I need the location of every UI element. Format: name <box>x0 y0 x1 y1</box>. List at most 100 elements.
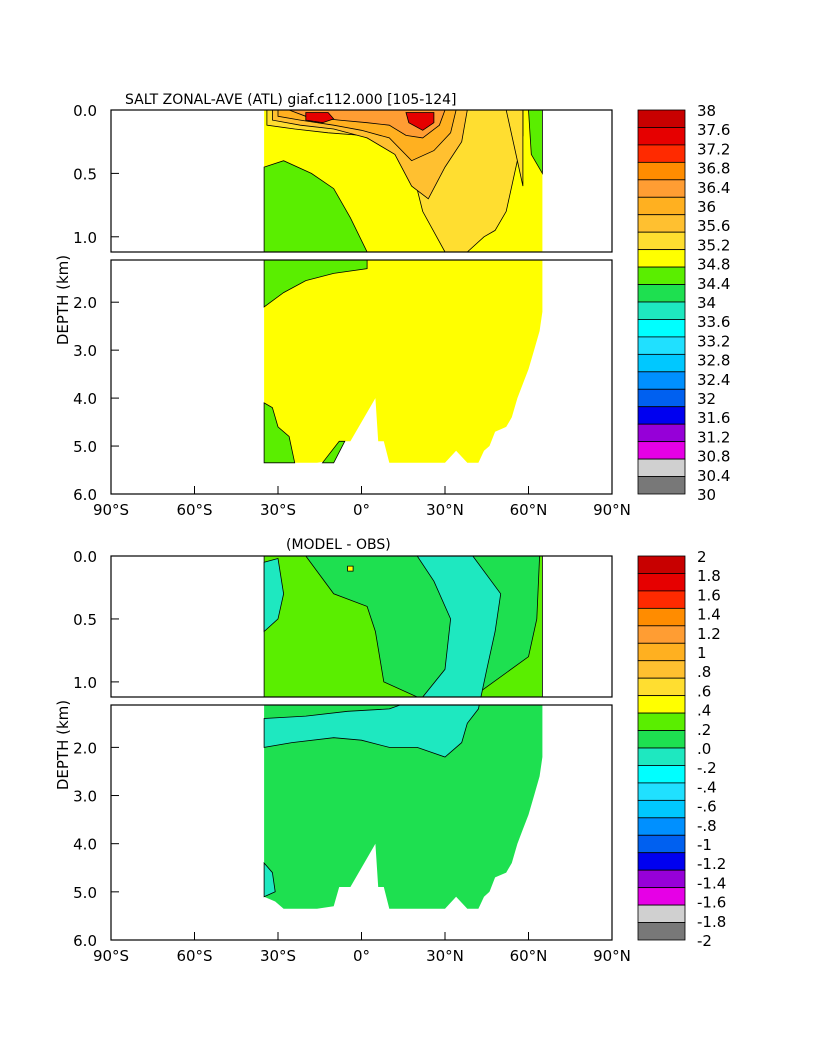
region-neg-tongue <box>263 556 502 758</box>
region-subpolar <box>528 110 543 175</box>
colorbar-swatch <box>637 625 686 644</box>
colorbar-swatch <box>637 887 686 906</box>
chart-panel-1: SALT ZONAL-AVE (ATL) giaf.c112.000 [105-… <box>54 92 730 519</box>
colorbar-swatch <box>637 712 686 731</box>
colorbar-label: 34.4 <box>697 275 730 293</box>
colorbar-swatch <box>637 834 686 854</box>
colorbar-swatch <box>637 161 686 181</box>
colorbar-label: 32.4 <box>697 371 730 389</box>
colorbar-swatch <box>637 765 686 784</box>
colorbar-label: 34 <box>697 294 716 312</box>
region-neg-sw <box>263 557 285 633</box>
colorbar-label: -2 <box>697 932 712 950</box>
colorbar-label: -.6 <box>697 798 717 816</box>
region-green-bottom-sw <box>263 402 296 464</box>
chart-title: SALT ZONAL-AVE (ATL) giaf.c112.000 [105-… <box>125 92 457 108</box>
region-max-north <box>405 112 435 131</box>
colorbar-label: .2 <box>697 721 711 739</box>
colorbar-label: 35.6 <box>697 217 730 235</box>
colorbar-label: -1 <box>697 836 712 854</box>
colorbar-swatch <box>637 231 686 251</box>
colorbar-swatch <box>637 922 686 941</box>
colorbar-swatch <box>637 388 686 408</box>
depth-break-band <box>110 697 613 705</box>
colorbar-swatch <box>637 371 686 390</box>
colorbar-swatch <box>637 249 686 268</box>
colorbar-label: 36.4 <box>697 179 730 197</box>
plot-frame-upper <box>110 109 613 253</box>
x-tick-label: 0° <box>353 947 370 965</box>
colorbar-label: 36.8 <box>697 160 730 178</box>
x-tick-label: 90°S <box>93 947 129 965</box>
colorbar-label: 37.2 <box>697 140 730 158</box>
colorbar-swatch <box>637 642 686 662</box>
colorbar-swatch <box>637 336 686 355</box>
y-axis-label: DEPTH (km) <box>54 255 72 345</box>
colorbar-swatch <box>637 730 686 749</box>
colorbar-label: 33.6 <box>697 313 730 331</box>
region-pos-patch <box>347 565 354 572</box>
colorbar-label: -1.4 <box>697 874 726 892</box>
region-neg-bottom <box>263 861 276 898</box>
colorbar-swatch <box>637 817 686 836</box>
y-tick-label: 1.0 <box>73 229 97 247</box>
y-tick-label: 5.0 <box>73 438 97 456</box>
colorbar-swatch <box>637 782 686 801</box>
field-layer <box>263 556 543 909</box>
colorbar-label: 33.2 <box>697 332 730 350</box>
colorbar-swatch <box>637 179 686 198</box>
colorbar-label: 34.8 <box>697 256 730 274</box>
x-tick-label: 60°N <box>510 947 548 965</box>
colorbar-swatch <box>637 747 686 766</box>
field-layer <box>263 110 543 464</box>
y-tick-label: 1.0 <box>73 674 97 692</box>
plot-frame-upper <box>110 555 613 698</box>
colorbar-label: 30.8 <box>697 448 730 466</box>
colorbar-swatch <box>637 904 686 923</box>
y-tick-label: 5.0 <box>73 884 97 902</box>
colorbar-label: -.4 <box>697 778 717 796</box>
y-tick-label: 4.0 <box>73 836 97 854</box>
colorbar-label: -1.2 <box>697 855 726 873</box>
colorbar-swatch <box>637 214 686 233</box>
colorbar-swatch <box>637 607 686 627</box>
y-tick-label: 3.0 <box>73 342 97 360</box>
colorbar-swatch <box>637 660 686 679</box>
colorbar-label: -.8 <box>697 817 717 835</box>
x-tick-label: 30°S <box>260 501 296 519</box>
colorbar-label: 35.2 <box>697 236 730 254</box>
colorbar-label: 1.2 <box>697 625 721 643</box>
colorbar-swatch <box>637 319 686 338</box>
colorbar-swatch <box>637 852 686 871</box>
x-tick-label: 60°N <box>510 501 548 519</box>
colorbar-label: 31.2 <box>697 428 730 446</box>
colorbar-label: .8 <box>697 663 711 681</box>
y-tick-label: 0.0 <box>73 102 97 120</box>
y-tick-label: 0.5 <box>73 165 97 183</box>
colorbar-label: 37.6 <box>697 121 730 139</box>
y-tick-label: 6.0 <box>73 932 97 950</box>
colorbar-swatch <box>637 458 686 477</box>
colorbar-swatch <box>637 109 686 128</box>
x-tick-label: 0° <box>353 501 370 519</box>
x-tick-label: 90°N <box>593 501 631 519</box>
y-tick-label: 0.5 <box>73 611 97 629</box>
x-tick-label: 90°N <box>593 947 631 965</box>
colorbar-label: -1.8 <box>697 913 726 931</box>
colorbar-label: -1.6 <box>697 894 726 912</box>
colorbar-label: .6 <box>697 682 711 700</box>
colorbar-swatch <box>637 869 686 889</box>
colorbar-swatch <box>637 441 686 460</box>
colorbar-label: 32 <box>697 390 716 408</box>
y-tick-label: 0.0 <box>73 548 97 566</box>
colorbar-swatch <box>637 590 686 609</box>
colorbar-label: 32.8 <box>697 352 730 370</box>
colorbar-label: .0 <box>697 740 711 758</box>
colorbar-label: .4 <box>697 702 711 720</box>
colorbar-swatch <box>637 573 686 592</box>
chart-title: (MODEL - OBS) <box>286 537 391 553</box>
region-north-edge <box>505 110 524 187</box>
depth-break-band <box>110 252 613 260</box>
colorbar-swatch <box>637 677 686 697</box>
